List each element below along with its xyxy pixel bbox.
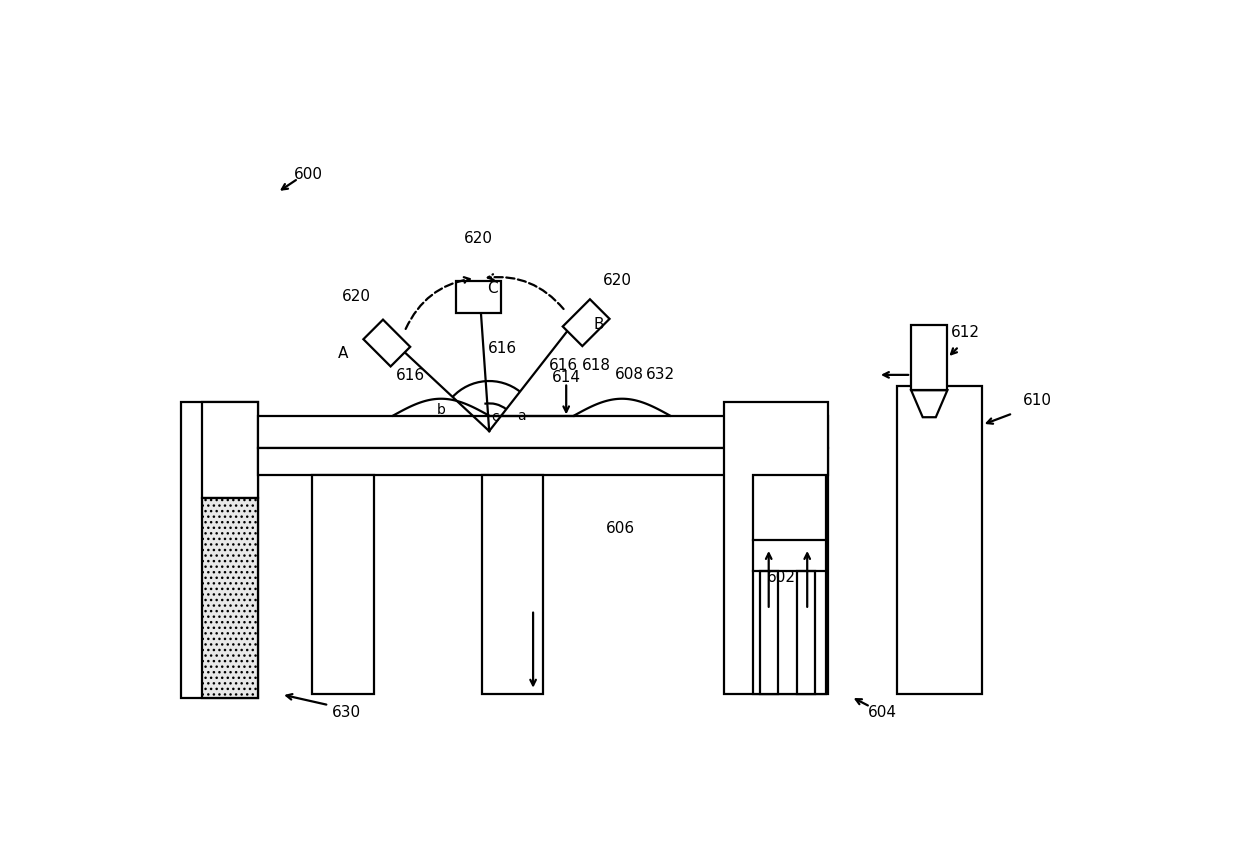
Text: C: C — [487, 282, 498, 296]
Bar — [202, 498, 258, 698]
Text: 616: 616 — [397, 369, 425, 383]
Text: 600: 600 — [294, 168, 322, 182]
Text: c: c — [491, 410, 500, 424]
Bar — [724, 402, 828, 695]
Bar — [760, 571, 777, 695]
Bar — [181, 402, 258, 698]
Text: 620: 620 — [603, 272, 631, 288]
Text: 632: 632 — [646, 367, 675, 382]
Bar — [258, 415, 828, 448]
Text: b: b — [436, 403, 446, 416]
Text: 610: 610 — [1023, 393, 1052, 408]
Polygon shape — [456, 281, 501, 313]
Text: 608: 608 — [615, 367, 644, 382]
Polygon shape — [563, 299, 610, 346]
Text: 604: 604 — [868, 705, 897, 720]
Text: 630: 630 — [332, 705, 361, 720]
Bar — [898, 387, 982, 695]
Text: 620: 620 — [341, 289, 371, 305]
Bar — [481, 475, 543, 695]
Bar — [202, 402, 258, 498]
Bar — [258, 448, 828, 475]
Text: a: a — [517, 409, 526, 423]
Text: B: B — [593, 317, 604, 332]
Bar — [911, 325, 947, 390]
Text: 606: 606 — [605, 521, 635, 536]
Bar — [754, 475, 826, 695]
Polygon shape — [911, 390, 947, 417]
Text: 612: 612 — [951, 325, 980, 340]
Text: 614: 614 — [552, 370, 580, 385]
Text: A: A — [337, 345, 348, 360]
Bar — [797, 571, 815, 695]
Text: 616: 616 — [489, 341, 517, 356]
Text: 620: 620 — [464, 232, 494, 246]
Text: 616: 616 — [548, 359, 578, 373]
Text: 618: 618 — [582, 358, 611, 373]
Text: 602: 602 — [768, 570, 796, 585]
Bar — [312, 475, 373, 695]
Polygon shape — [363, 320, 410, 366]
